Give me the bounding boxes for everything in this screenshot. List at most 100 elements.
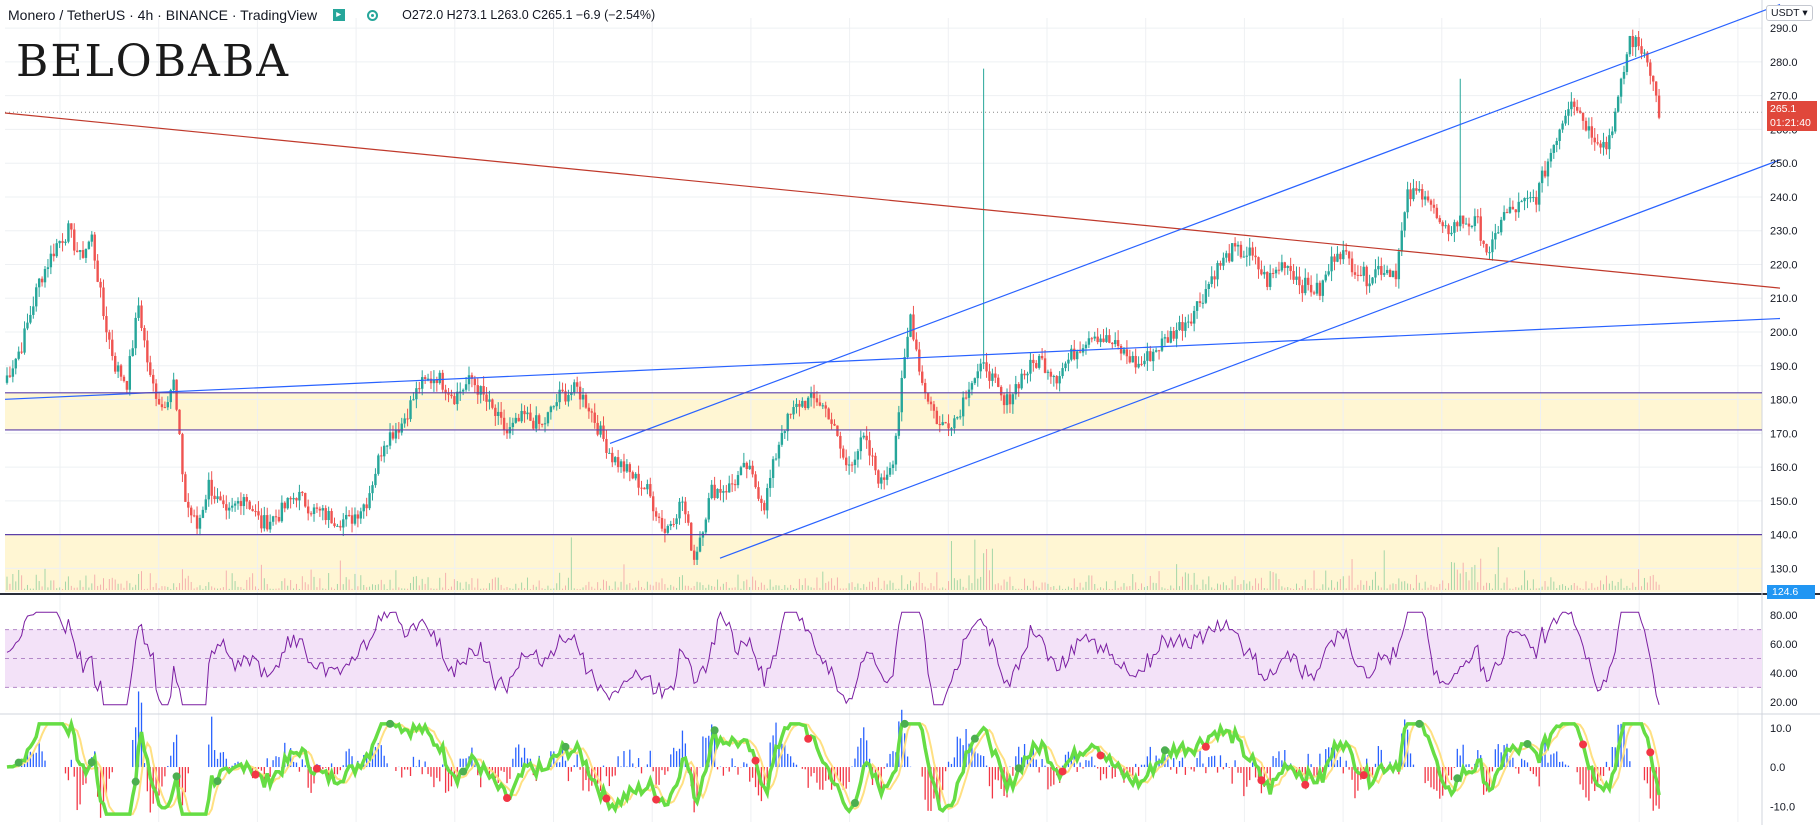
candle-body bbox=[166, 402, 170, 408]
candle-body bbox=[923, 382, 927, 394]
candle-body bbox=[421, 377, 424, 389]
candle-body bbox=[964, 397, 968, 399]
last-price-label: 265.1 01:21:40 bbox=[1767, 101, 1817, 131]
candle-body bbox=[1327, 271, 1330, 275]
candle-body bbox=[184, 474, 187, 502]
candle-body bbox=[774, 458, 778, 460]
candle-body bbox=[1190, 321, 1193, 324]
candle-body bbox=[631, 472, 634, 479]
candle-body bbox=[49, 253, 53, 268]
candle-body bbox=[1549, 152, 1553, 162]
osc-cross-dot bbox=[850, 798, 859, 807]
candle-body bbox=[736, 475, 740, 486]
candle-body bbox=[143, 328, 146, 341]
candle-body bbox=[961, 397, 965, 417]
live-status-icon bbox=[367, 9, 379, 21]
candle-body bbox=[1309, 284, 1313, 293]
candle-body bbox=[283, 502, 286, 509]
candle-body bbox=[152, 374, 155, 384]
candle-body bbox=[1564, 115, 1567, 124]
candle-body bbox=[988, 371, 991, 381]
candle-body bbox=[1002, 395, 1006, 406]
candle-body bbox=[239, 501, 243, 507]
candle-body bbox=[1035, 363, 1038, 368]
candle-body bbox=[58, 241, 61, 244]
candle-body bbox=[643, 487, 646, 490]
candle-body bbox=[1102, 338, 1105, 342]
candle-body bbox=[514, 417, 517, 423]
candle-body bbox=[1558, 129, 1561, 141]
candle-body bbox=[1576, 106, 1579, 111]
candle-body bbox=[257, 511, 260, 516]
candle-body bbox=[1093, 336, 1096, 339]
flag-icon[interactable] bbox=[333, 9, 346, 21]
candle-body bbox=[1397, 251, 1401, 280]
price-tick-label: 280.0 bbox=[1770, 57, 1798, 69]
candle-body bbox=[1385, 269, 1389, 274]
osc-cross-dot bbox=[1160, 746, 1169, 755]
candle-body bbox=[1125, 349, 1129, 357]
candle-body bbox=[181, 434, 184, 475]
rsi-indicator bbox=[6, 610, 1660, 706]
candle-body bbox=[1070, 348, 1073, 360]
candle-body bbox=[1324, 274, 1327, 281]
candle-body bbox=[947, 423, 950, 429]
candle-body bbox=[979, 363, 982, 372]
candle-body bbox=[64, 241, 67, 243]
candle-body bbox=[789, 413, 792, 415]
candle-body bbox=[1505, 212, 1509, 214]
candle-body bbox=[459, 391, 462, 393]
candle-body bbox=[1614, 111, 1617, 132]
candle-body bbox=[99, 281, 102, 288]
candle-body bbox=[37, 278, 41, 288]
candle-body bbox=[1347, 251, 1351, 259]
candle-body bbox=[695, 551, 699, 560]
candle-body bbox=[511, 422, 515, 428]
candle-body bbox=[488, 399, 491, 402]
osc-cross-dot bbox=[14, 758, 23, 767]
candle-body bbox=[590, 411, 594, 413]
trendline-red-0 bbox=[4, 112, 1781, 289]
candle-body bbox=[415, 388, 418, 400]
candle-body bbox=[751, 465, 754, 475]
candle-body bbox=[423, 377, 427, 379]
candle-body bbox=[111, 339, 114, 356]
price-tick-label: 230.0 bbox=[1770, 226, 1798, 238]
candle-body bbox=[1353, 272, 1357, 275]
candle-body bbox=[195, 515, 199, 529]
candle-body bbox=[745, 462, 748, 470]
candle-body bbox=[707, 498, 710, 520]
candle-body bbox=[108, 332, 111, 340]
candle-body bbox=[1497, 232, 1500, 234]
candle-body bbox=[149, 362, 152, 375]
candle-body bbox=[1245, 255, 1248, 257]
candle-body bbox=[315, 507, 319, 509]
candle-body bbox=[1619, 78, 1623, 97]
candle-body bbox=[1020, 373, 1023, 389]
candle-body bbox=[1634, 36, 1637, 48]
candle-body bbox=[339, 525, 342, 528]
candle-body bbox=[1345, 250, 1348, 252]
candle-body bbox=[254, 511, 257, 513]
candle-body bbox=[684, 501, 687, 515]
candle-body bbox=[657, 516, 661, 518]
rsi-tick-label: 80.00 bbox=[1770, 610, 1798, 622]
candle-body bbox=[1423, 196, 1427, 200]
candle-body bbox=[140, 305, 143, 329]
candle-body bbox=[771, 459, 775, 478]
candle-body bbox=[286, 497, 289, 509]
symbol-title[interactable]: Monero / TetherUS · 4h · BINANCE · Tradi… bbox=[8, 7, 318, 23]
candle-body bbox=[377, 455, 380, 474]
price-tick-label: 160.0 bbox=[1770, 462, 1798, 474]
candle-body bbox=[456, 391, 459, 405]
candle-body bbox=[613, 457, 617, 463]
volume-histogram bbox=[6, 537, 1660, 590]
currency-selector[interactable]: USDT ▾ bbox=[1766, 5, 1813, 21]
candle-body bbox=[888, 468, 892, 475]
candle-body bbox=[1336, 253, 1339, 262]
candle-body bbox=[163, 407, 167, 409]
candle-body bbox=[555, 402, 558, 407]
osc-cross-dot bbox=[652, 795, 661, 804]
candle-body bbox=[1143, 360, 1146, 365]
